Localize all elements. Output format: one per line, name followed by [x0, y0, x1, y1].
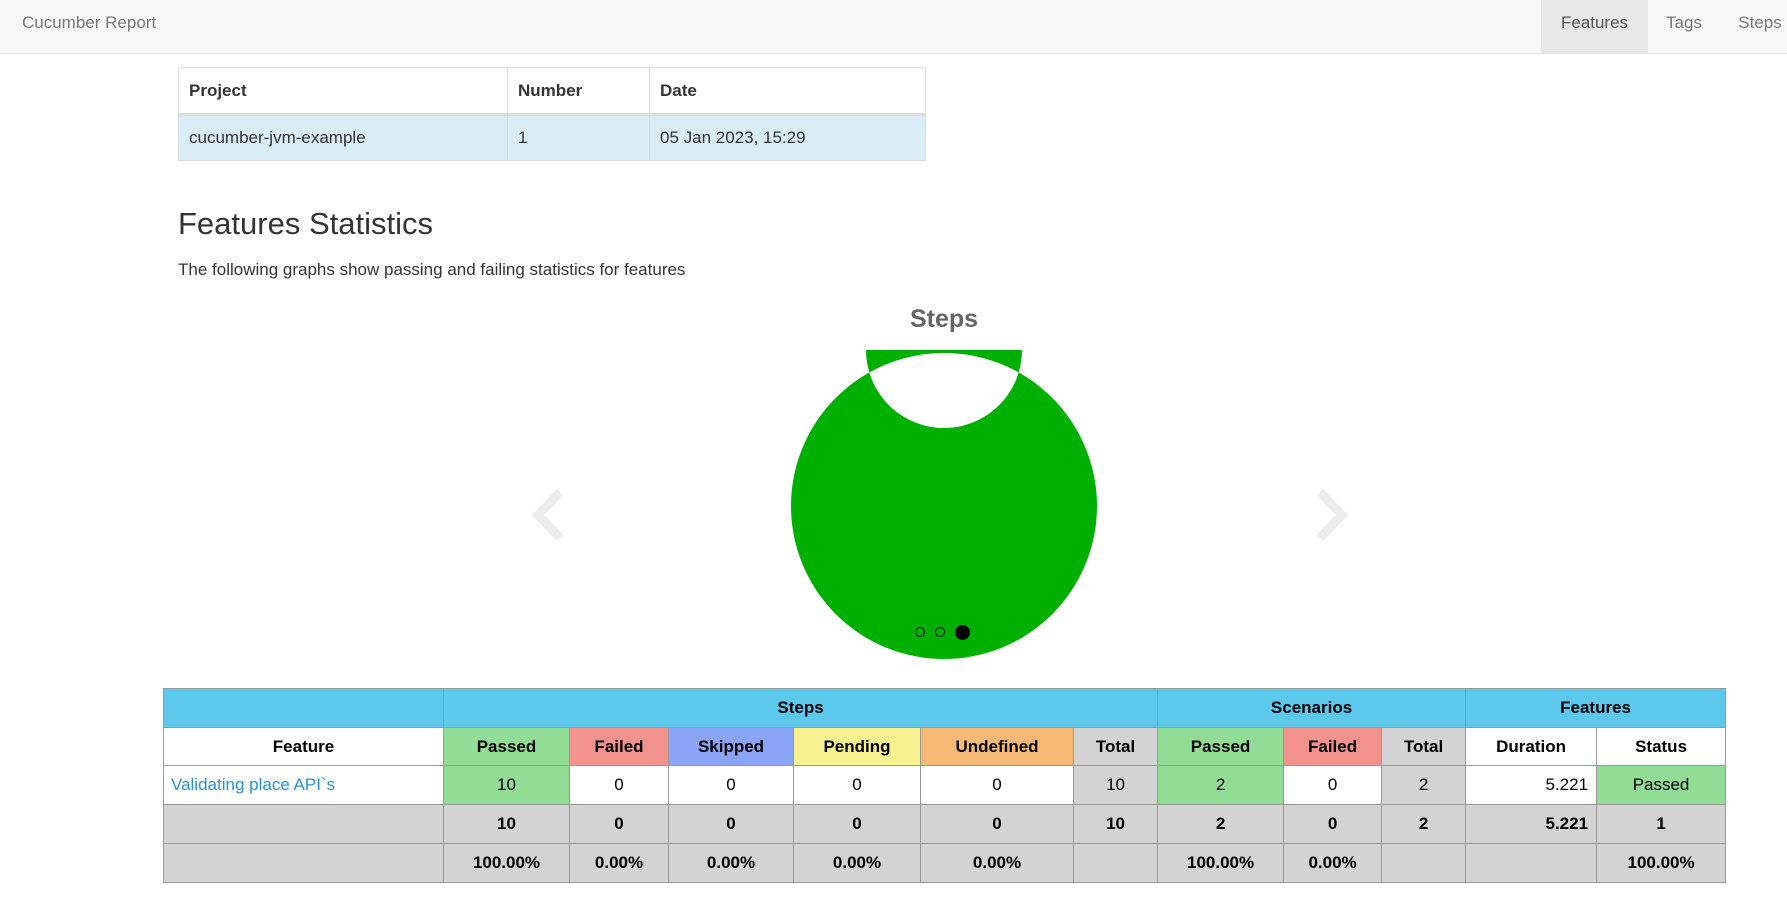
column-header-number: Number	[507, 67, 650, 116]
brand-link[interactable]: Cucumber Report	[22, 13, 157, 32]
header-steps-total[interactable]: Total	[1072, 727, 1159, 766]
totals-status: 1	[1596, 804, 1727, 844]
chart-title: Steps	[909, 305, 979, 333]
percent-steps-skipped: 0.00%	[668, 843, 794, 883]
header-status[interactable]: Status	[1596, 727, 1727, 766]
steps-undefined-cell: 0	[920, 765, 1074, 805]
totals-duration: 5.221	[1465, 804, 1598, 844]
totals-steps-skipped: 0	[668, 804, 794, 844]
chevron-left-icon[interactable]	[532, 488, 566, 542]
percent-label-cell	[163, 843, 444, 883]
features-statistics-table: Steps Scenarios Features Feature Passed …	[163, 688, 1727, 883]
totals-steps-total: 10	[1072, 804, 1159, 844]
build-info-table: Project Number Date cucumber-jvm-example…	[178, 67, 926, 161]
table-row: Validating place API`s 10 0 0 0 0 10 2 0…	[163, 765, 1727, 805]
percent-steps-undefined: 0.00%	[920, 843, 1074, 883]
nav-steps[interactable]: Steps	[1738, 13, 1782, 32]
group-header-scenarios: Scenarios	[1157, 688, 1467, 728]
group-header-steps: Steps	[442, 688, 1159, 728]
header-duration[interactable]: Duration	[1465, 727, 1598, 766]
header-steps-failed[interactable]: Failed	[569, 727, 669, 766]
totals-steps-pending: 0	[793, 804, 921, 844]
donut-slice-passed[interactable]	[791, 350, 1097, 659]
totals-scenarios-passed: 2	[1157, 804, 1285, 844]
percent-row: 100.00% 0.00% 0.00% 0.00% 0.00% 100.00% …	[163, 843, 1727, 883]
percent-steps-passed: 100.00%	[443, 843, 570, 883]
carousel-dot-1[interactable]	[915, 627, 925, 637]
header-steps-undefined[interactable]: Undefined	[920, 727, 1074, 766]
totals-steps-undefined: 0	[920, 804, 1074, 844]
project-name: cucumber-jvm-example	[178, 114, 508, 161]
group-header-empty	[163, 688, 444, 728]
header-steps-skipped[interactable]: Skipped	[668, 727, 794, 766]
header-scenarios-failed[interactable]: Failed	[1283, 727, 1383, 766]
top-navbar: Cucumber Report Features Tags Steps	[0, 0, 1787, 54]
duration-cell: 5.221	[1465, 765, 1598, 805]
scenarios-failed-cell: 0	[1283, 765, 1383, 805]
header-scenarios-total[interactable]: Total	[1381, 727, 1467, 766]
nav-features[interactable]: Features	[1541, 0, 1648, 54]
totals-row: 10 0 0 0 0 10 2 0 2 5.221 1	[163, 804, 1727, 844]
totals-scenarios-failed: 0	[1283, 804, 1383, 844]
totals-scenarios-total: 2	[1381, 804, 1467, 844]
feature-link[interactable]: Validating place API`s	[171, 775, 336, 794]
scenarios-passed-cell: 2	[1157, 765, 1285, 805]
steps-total-cell: 10	[1072, 765, 1159, 805]
page-subtitle: The following graphs show passing and fa…	[178, 260, 686, 279]
header-scenarios-passed[interactable]: Passed	[1157, 727, 1285, 766]
page-title: Features Statistics	[178, 206, 433, 241]
status-cell: Passed	[1596, 765, 1727, 805]
percent-steps-total	[1072, 843, 1159, 883]
percent-scenarios-passed: 100.00%	[1157, 843, 1285, 883]
build-date: 05 Jan 2023, 15:29	[649, 114, 926, 161]
column-header-project: Project	[178, 67, 508, 116]
carousel-dot-2[interactable]	[935, 627, 945, 637]
totals-steps-failed: 0	[569, 804, 669, 844]
steps-passed-cell: 10	[443, 765, 570, 805]
totals-label-cell	[163, 804, 444, 844]
build-number: 1	[507, 114, 650, 161]
feature-name-cell: Validating place API`s	[163, 765, 444, 805]
chevron-right-icon[interactable]	[1314, 488, 1348, 542]
nav-tags[interactable]: Tags	[1666, 13, 1702, 32]
steps-pending-cell: 0	[793, 765, 921, 805]
percent-steps-failed: 0.00%	[569, 843, 669, 883]
column-header-date: Date	[649, 67, 926, 116]
totals-steps-passed: 10	[443, 804, 570, 844]
steps-donut-chart	[791, 350, 1097, 659]
percent-scenarios-total	[1381, 843, 1467, 883]
group-header-features: Features	[1465, 688, 1727, 728]
percent-steps-pending: 0.00%	[793, 843, 921, 883]
scenarios-total-cell: 2	[1381, 765, 1467, 805]
percent-scenarios-failed: 0.00%	[1283, 843, 1383, 883]
steps-skipped-cell: 0	[668, 765, 794, 805]
steps-failed-cell: 0	[569, 765, 669, 805]
header-feature[interactable]: Feature	[163, 727, 444, 766]
header-steps-pending[interactable]: Pending	[793, 727, 921, 766]
percent-status: 100.00%	[1596, 843, 1727, 883]
percent-duration	[1465, 843, 1598, 883]
carousel-dot-3[interactable]	[955, 625, 970, 640]
header-steps-passed[interactable]: Passed	[443, 727, 570, 766]
